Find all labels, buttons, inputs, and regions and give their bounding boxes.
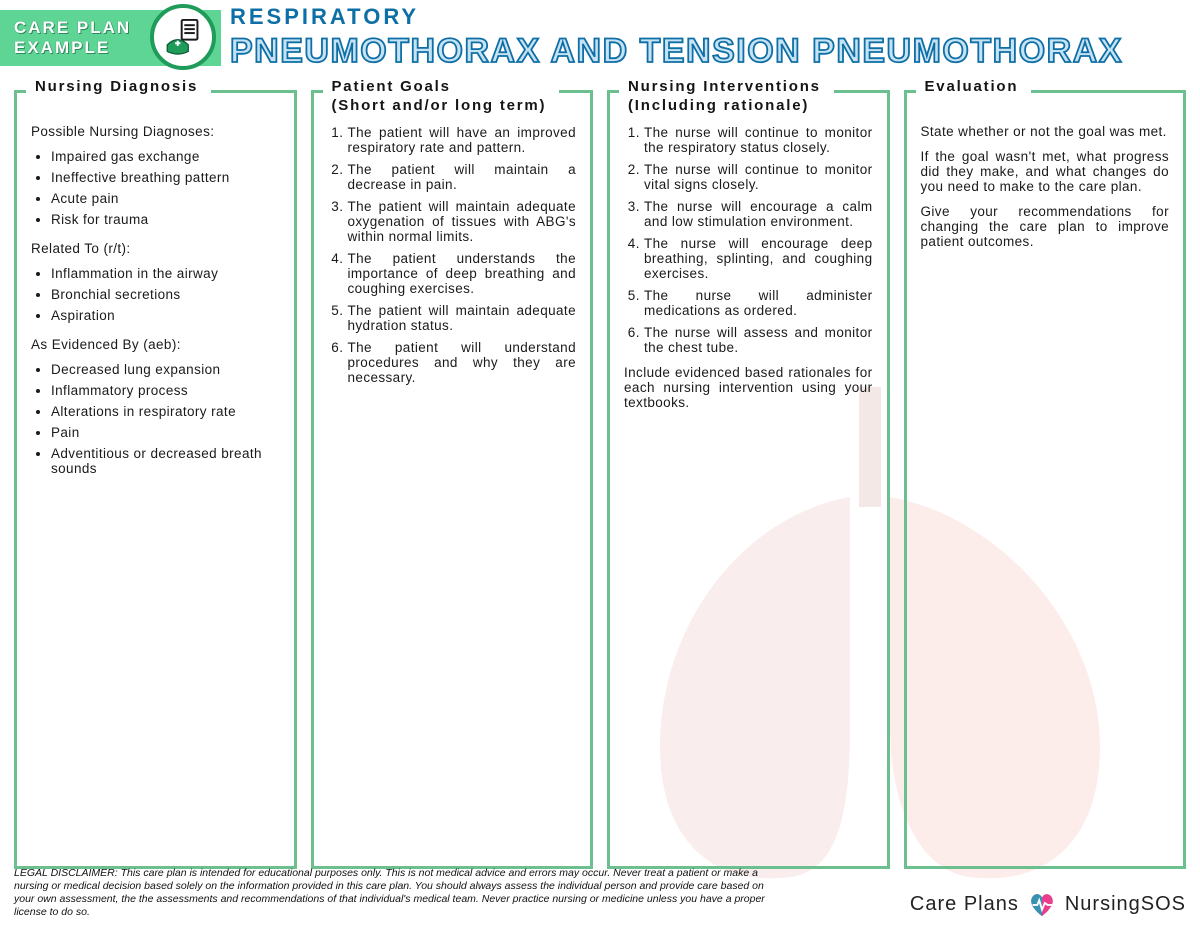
- numbered-list: The nurse will continue to monitor the r…: [624, 125, 873, 355]
- column-label: Nursing Diagnosis: [31, 78, 202, 97]
- brand-left: Care Plans: [910, 893, 1019, 916]
- list-item: Acute pain: [51, 191, 280, 206]
- list-item: The patient will have an improved respir…: [348, 125, 577, 155]
- list-item: Risk for trauma: [51, 212, 280, 227]
- heart-icon: [1027, 889, 1057, 919]
- list-item: Decreased lung expansion: [51, 362, 280, 377]
- title-block: RESPIRATORY PNEUMOTHORAX AND TENSION PNE…: [230, 4, 1123, 71]
- list-item: Adventitious or decreased breath sounds: [51, 446, 280, 476]
- badge-line1: CARE PLAN: [14, 18, 131, 37]
- paragraph: Give your recommendations for changing t…: [921, 204, 1170, 249]
- list-item: The nurse will assess and monitor the ch…: [644, 325, 873, 355]
- list-item: The nurse will continue to monitor the r…: [644, 125, 873, 155]
- bullet-list: Decreased lung expansion Inflammatory pro…: [31, 362, 280, 476]
- eyebrow: RESPIRATORY: [230, 4, 1123, 30]
- list-item: Inflammation in the airway: [51, 266, 280, 281]
- column-label: Nursing Interventions (Including rationa…: [624, 78, 825, 116]
- columns-grid: Nursing DiagnosisPossible Nursing Diagno…: [14, 90, 1186, 869]
- paragraph: Possible Nursing Diagnoses:: [31, 124, 280, 139]
- column-0: Nursing DiagnosisPossible Nursing Diagno…: [14, 90, 297, 869]
- bullet-list: Impaired gas exchange Ineffective breathi…: [31, 149, 280, 227]
- page-title: PNEUMOTHORAX AND TENSION PNEUMOTHORAX: [230, 32, 1123, 71]
- column-1: Patient Goals (Short and/or long term)Th…: [311, 90, 594, 869]
- list-item: Inflammatory process: [51, 383, 280, 398]
- list-item: The patient will understand procedures a…: [348, 340, 577, 385]
- list-item: The patient will maintain adequate hydra…: [348, 303, 577, 333]
- column-label: Evaluation: [921, 78, 1023, 97]
- column-label: Patient Goals (Short and/or long term): [328, 78, 551, 116]
- list-item: The nurse will encourage deep breathing,…: [644, 236, 873, 281]
- brand: Care Plans NursingSOS: [910, 889, 1186, 919]
- footer: LEGAL DISCLAIMER: This care plan is inte…: [14, 867, 1186, 920]
- paragraph: If the goal wasn't met, what progress di…: [921, 149, 1170, 194]
- brand-right: NursingSOS: [1065, 893, 1186, 916]
- column-2: Nursing Interventions (Including rationa…: [607, 90, 890, 869]
- nurse-cap-icon: [150, 4, 216, 70]
- paragraph: As Evidenced By (aeb):: [31, 337, 280, 352]
- list-item: The nurse will encourage a calm and low …: [644, 199, 873, 229]
- badge-line2: EXAMPLE: [14, 38, 110, 57]
- legal-disclaimer: LEGAL DISCLAIMER: This care plan is inte…: [14, 867, 774, 920]
- list-item: The nurse will continue to monitor vital…: [644, 162, 873, 192]
- list-item: Bronchial secretions: [51, 287, 280, 302]
- list-item: Ineffective breathing pattern: [51, 170, 280, 185]
- list-item: Alterations in respiratory rate: [51, 404, 280, 419]
- list-item: Impaired gas exchange: [51, 149, 280, 164]
- list-item: The patient will maintain adequate oxyge…: [348, 199, 577, 244]
- paragraph: State whether or not the goal was met.: [921, 124, 1170, 139]
- paragraph: Related To (r/t):: [31, 241, 280, 256]
- bullet-list: Inflammation in the airway Bronchial secr…: [31, 266, 280, 323]
- paragraph: Include evidenced based rationales for e…: [624, 365, 873, 410]
- list-item: The nurse will administer medications as…: [644, 288, 873, 318]
- column-3: EvaluationState whether or not the goal …: [904, 90, 1187, 869]
- list-item: The patient understands the importance o…: [348, 251, 577, 296]
- header: CARE PLAN EXAMPLE RESPIRATORY PNEUMOTHOR…: [0, 0, 1200, 76]
- list-item: The patient will maintain a decrease in …: [348, 162, 577, 192]
- numbered-list: The patient will have an improved respir…: [328, 125, 577, 385]
- list-item: Pain: [51, 425, 280, 440]
- list-item: Aspiration: [51, 308, 280, 323]
- badge-text: CARE PLAN EXAMPLE: [14, 18, 131, 57]
